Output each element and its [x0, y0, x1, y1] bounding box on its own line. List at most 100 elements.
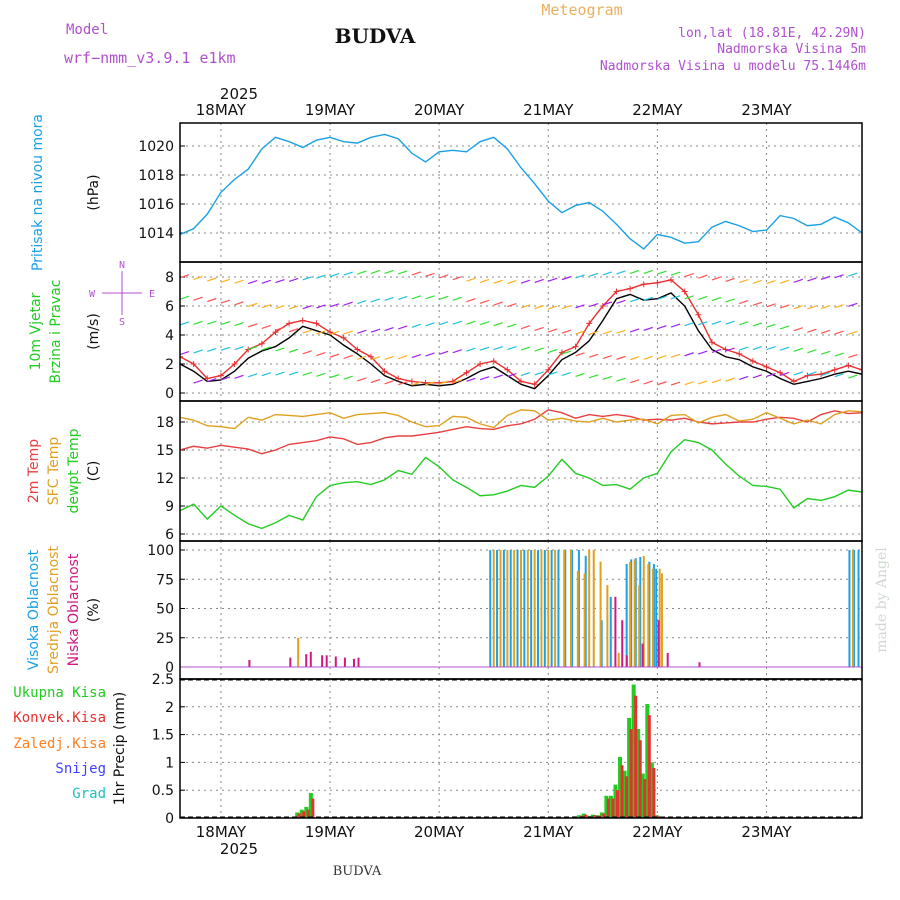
bar-precip-1 — [615, 790, 619, 818]
wind-arrow — [575, 372, 585, 378]
wind-arrow — [438, 321, 449, 326]
wind-arrow — [357, 300, 367, 305]
gust-marker — [395, 375, 402, 382]
wind-arrow — [180, 295, 190, 300]
wind-arrow — [507, 279, 517, 285]
wind-arrow — [248, 345, 258, 351]
bar-precip-1 — [584, 814, 588, 818]
wind-arrow — [370, 269, 381, 275]
bar-clouds-0 — [536, 550, 539, 667]
wind-arrow — [220, 299, 231, 304]
wind-arrow — [370, 356, 381, 361]
wind-arrow — [548, 305, 558, 310]
wind-arrow — [711, 348, 722, 354]
wind-arrow — [766, 346, 776, 351]
day-label-bottom: 18MAY — [196, 823, 247, 841]
wind-arrow — [848, 302, 858, 307]
legend-label: Snijeg — [55, 761, 106, 777]
panel-precip: 0 0.5 1 1.5 2 2.5 Ukupna Kisa Konvek.Kisa Zaledj… — [13, 672, 863, 827]
bar-clouds-2 — [325, 655, 328, 667]
wind-arrow — [261, 346, 272, 351]
wind-arrow — [384, 296, 394, 302]
bar-clouds-0 — [652, 564, 655, 667]
wind-arrow — [848, 272, 858, 277]
bar-clouds-1 — [658, 568, 661, 667]
gust-marker — [449, 378, 456, 385]
bar-clouds-0 — [639, 557, 642, 667]
bar-precip-1 — [634, 695, 638, 818]
y-tick-label: 18 — [156, 415, 174, 431]
wind-arrow — [452, 379, 462, 384]
wind-arrow — [725, 320, 735, 325]
wind-arrow — [711, 320, 722, 325]
wind-arrow — [425, 322, 435, 327]
bar-clouds-1 — [499, 550, 502, 667]
wind-arrow — [739, 300, 749, 305]
wind-arrow — [357, 329, 367, 334]
gust-marker — [531, 381, 538, 388]
wind-arrow — [248, 302, 258, 307]
bar-clouds-1 — [506, 550, 509, 667]
bar-clouds-1 — [592, 550, 595, 667]
unit-label: (hPa) — [86, 174, 102, 210]
wind-arrow — [384, 327, 394, 332]
model-label: Model — [66, 22, 108, 38]
wind-arrow — [820, 350, 831, 355]
wind-arrow — [438, 295, 449, 300]
wind-arrow — [234, 301, 244, 306]
wind-arrow — [793, 278, 803, 283]
y-tick-label: 12 — [156, 471, 174, 487]
series-line-temperature-2 — [180, 438, 862, 530]
wind-arrow — [602, 330, 613, 335]
y-tick-label: 1020 — [138, 139, 174, 155]
y-tick-label: 1014 — [138, 226, 174, 242]
wind-arrow — [739, 321, 749, 326]
gust-marker — [640, 281, 647, 288]
bar-precip-0 — [631, 684, 636, 818]
wind-arrow — [343, 354, 353, 359]
wind-arrow — [820, 304, 831, 310]
wind-arrow — [670, 271, 681, 276]
wind-arrow — [834, 304, 844, 309]
wind-arrow — [643, 380, 653, 385]
wind-arrow — [288, 328, 299, 333]
coordinates-label: lon,lat (18.81E, 42.29N) — [678, 26, 866, 41]
series-line-pressure-0 — [180, 133, 862, 250]
wind-arrow — [452, 276, 462, 281]
wind-arrow — [670, 353, 681, 358]
bar-precip-0 — [295, 812, 300, 818]
gust-marker — [572, 343, 579, 350]
y-tick-label: 2.5 — [152, 672, 174, 688]
axis-title: Pritisak na nivou mora — [30, 114, 46, 271]
wind-arrow — [357, 377, 367, 382]
gust-marker — [749, 358, 756, 365]
series-line-temperature-0 — [180, 409, 862, 455]
wind-arrow — [739, 375, 749, 381]
bar-clouds-0 — [516, 550, 519, 667]
bar-clouds-1 — [513, 550, 516, 667]
bar-clouds-1 — [642, 555, 645, 667]
wind-arrow — [261, 304, 272, 309]
axis-title: Visoka Oblacnost — [26, 549, 42, 670]
wind-arrow — [329, 330, 340, 335]
wind-arrow — [411, 353, 422, 359]
bar-clouds-1 — [629, 561, 632, 667]
wind-arrow — [193, 296, 203, 301]
wind-arrow — [793, 327, 803, 332]
gust-marker — [381, 368, 388, 375]
wind-arrow — [493, 322, 503, 327]
wind-arrow — [739, 279, 749, 284]
wind-arrow — [234, 321, 244, 327]
bar-precip-0 — [636, 729, 641, 818]
wind-arrow — [248, 323, 258, 328]
wind-arrow — [288, 371, 299, 376]
wind-arrow — [357, 355, 367, 360]
bar-precip-1 — [647, 715, 651, 818]
unit-label: (m/s) — [86, 313, 102, 350]
wind-arrow — [370, 328, 381, 333]
wind-arrow — [589, 330, 599, 335]
panel-pressure: 1014 1016 1018 1020 Pritisak na nivou mora (h… — [30, 114, 863, 271]
wind-arrow — [752, 322, 763, 327]
wind-arrow — [602, 375, 613, 381]
panel-temperature: 6 9 12 15 18 2m Temp SFC Temp dewpt Temp (C) — [26, 400, 863, 543]
